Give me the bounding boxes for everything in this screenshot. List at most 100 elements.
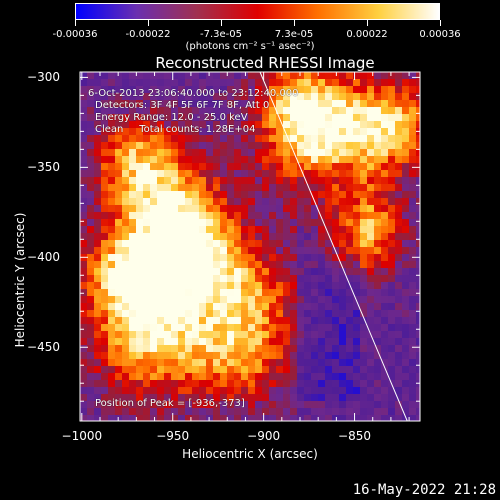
heatmap-cell: [332, 310, 339, 317]
heatmap-cell: [297, 317, 304, 324]
heatmap-cell: [388, 394, 395, 401]
heatmap-cell: [213, 310, 220, 317]
heatmap-cell: [318, 408, 325, 415]
heatmap-cell: [353, 114, 360, 121]
heatmap-cell: [269, 303, 276, 310]
heatmap-cell: [234, 191, 241, 198]
heatmap-cell: [171, 107, 178, 114]
heatmap-cell: [115, 184, 122, 191]
heatmap-cell: [283, 268, 290, 275]
heatmap-cell: [150, 373, 157, 380]
heatmap-cell: [122, 233, 129, 240]
heatmap-cell: [185, 233, 192, 240]
heatmap-cell: [213, 86, 220, 93]
heatmap-cell: [108, 408, 115, 415]
heatmap-cell: [185, 401, 192, 408]
heatmap-cell: [283, 135, 290, 142]
heatmap-cell: [381, 135, 388, 142]
heatmap-cell: [304, 128, 311, 135]
heatmap-cell: [213, 198, 220, 205]
heatmap-cell: [185, 254, 192, 261]
heatmap-cell: [143, 282, 150, 289]
heatmap-cell: [381, 331, 388, 338]
heatmap-cell: [234, 163, 241, 170]
heatmap-cell: [332, 114, 339, 121]
heatmap-cell: [283, 303, 290, 310]
heatmap-cell: [416, 233, 420, 240]
heatmap-cell: [241, 282, 248, 289]
heatmap-cell: [136, 338, 143, 345]
heatmap-cell: [94, 254, 101, 261]
heatmap-cell: [164, 86, 171, 93]
heatmap-cell: [94, 261, 101, 268]
heatmap-cell: [325, 149, 332, 156]
heatmap-cell: [115, 331, 122, 338]
heatmap-cell: [325, 261, 332, 268]
heatmap-cell: [227, 184, 234, 191]
heatmap-cell: [227, 135, 234, 142]
heatmap-cell: [227, 331, 234, 338]
heatmap-cell: [206, 401, 213, 408]
heatmap-cell: [115, 233, 122, 240]
heatmap-cell: [129, 324, 136, 331]
heatmap-cell: [402, 149, 409, 156]
heatmap-cell: [115, 268, 122, 275]
heatmap-cell: [122, 303, 129, 310]
heatmap-cell: [213, 170, 220, 177]
heatmap-cell: [395, 310, 402, 317]
heatmap-cell: [157, 149, 164, 156]
heatmap-cell: [241, 359, 248, 366]
heatmap-cell: [94, 212, 101, 219]
heatmap-cell: [409, 352, 416, 359]
heatmap-cell: [115, 324, 122, 331]
heatmap-cell: [178, 296, 185, 303]
heatmap-cell: [164, 359, 171, 366]
heatmap-cell: [255, 331, 262, 338]
heatmap-cell: [367, 338, 374, 345]
heatmap-cell: [395, 86, 402, 93]
heatmap-cell: [297, 310, 304, 317]
heatmap-cell: [220, 128, 227, 135]
heatmap-cell: [220, 268, 227, 275]
heatmap-cell: [269, 317, 276, 324]
heatmap-cell: [87, 373, 94, 380]
heatmap-cell: [381, 177, 388, 184]
heatmap-cell: [304, 107, 311, 114]
heatmap-cell: [178, 219, 185, 226]
heatmap-cell: [262, 198, 269, 205]
heatmap-cell: [143, 394, 150, 401]
heatmap-cell: [416, 191, 420, 198]
heatmap-cell: [381, 352, 388, 359]
heatmap-cell: [234, 331, 241, 338]
heatmap-cell: [241, 240, 248, 247]
heatmap-cell: [192, 212, 199, 219]
heatmap-cell: [185, 198, 192, 205]
heatmap-cell: [178, 121, 185, 128]
heatmap-cell: [367, 359, 374, 366]
heatmap-cell: [227, 366, 234, 373]
heatmap-cell: [360, 373, 367, 380]
heatmap-cell: [80, 86, 87, 93]
heatmap-cell: [178, 387, 185, 394]
heatmap-cell: [409, 156, 416, 163]
heatmap-cell: [262, 254, 269, 261]
heatmap-cell: [297, 387, 304, 394]
heatmap-cell: [255, 275, 262, 282]
heatmap-cell: [87, 282, 94, 289]
heatmap-cell: [115, 128, 122, 135]
heatmap-cell: [171, 387, 178, 394]
heatmap-cell: [269, 219, 276, 226]
heatmap-cell: [360, 331, 367, 338]
heatmap-cell: [290, 128, 297, 135]
heatmap-cell: [276, 254, 283, 261]
heatmap-cell: [122, 324, 129, 331]
heatmap-cell: [388, 352, 395, 359]
heatmap-cell: [136, 72, 143, 79]
heatmap-cell: [171, 72, 178, 79]
heatmap-cell: [213, 114, 220, 121]
heatmap-cell: [150, 156, 157, 163]
heatmap-cell: [332, 373, 339, 380]
heatmap-cell: [87, 310, 94, 317]
heatmap-cell: [381, 72, 388, 79]
heatmap-cell: [234, 121, 241, 128]
